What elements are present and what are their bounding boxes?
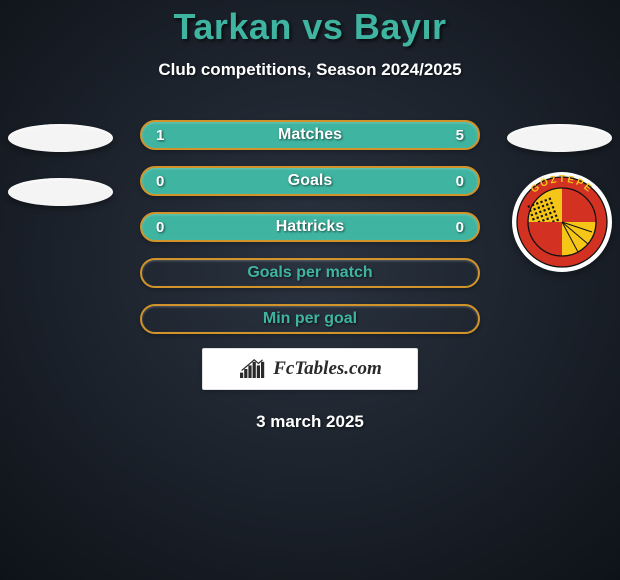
stat-label: Matches bbox=[278, 126, 342, 144]
brand-chart-icon bbox=[238, 358, 268, 380]
team-badge-placeholder bbox=[8, 178, 113, 206]
page-title: Tarkan vs Bayır bbox=[174, 6, 447, 48]
stat-row-goals: 0 Goals 0 bbox=[140, 166, 480, 196]
stat-right-value: 0 bbox=[456, 173, 464, 190]
page-subtitle: Club competitions, Season 2024/2025 bbox=[158, 60, 461, 80]
stat-label: Goals per match bbox=[247, 264, 372, 282]
stat-left-value: 1 bbox=[156, 127, 164, 144]
stat-label: Min per goal bbox=[263, 310, 357, 328]
stat-right-value: 0 bbox=[456, 219, 464, 236]
stat-row-min-per-goal: Min per goal bbox=[140, 304, 480, 334]
date-text: 3 march 2025 bbox=[256, 412, 364, 432]
stat-row-goals-per-match: Goals per match bbox=[140, 258, 480, 288]
brand-box: FcTables.com bbox=[202, 348, 418, 390]
stat-left-value: 0 bbox=[156, 173, 164, 190]
goztepe-crest-icon: GÖZTEPE bbox=[512, 172, 612, 272]
stat-label: Hattricks bbox=[276, 218, 344, 236]
stat-right-value: 5 bbox=[456, 127, 464, 144]
team-badge-placeholder bbox=[8, 124, 113, 152]
stat-label: Goals bbox=[288, 172, 332, 190]
brand-text: FcTables.com bbox=[273, 358, 382, 380]
stat-row-hattricks: 0 Hattricks 0 bbox=[140, 212, 480, 242]
team-badge-goztepe: GÖZTEPE bbox=[512, 172, 612, 272]
stat-row-matches: 1 Matches 5 bbox=[140, 120, 480, 150]
stat-left-value: 0 bbox=[156, 219, 164, 236]
team-badge-placeholder bbox=[507, 124, 612, 152]
